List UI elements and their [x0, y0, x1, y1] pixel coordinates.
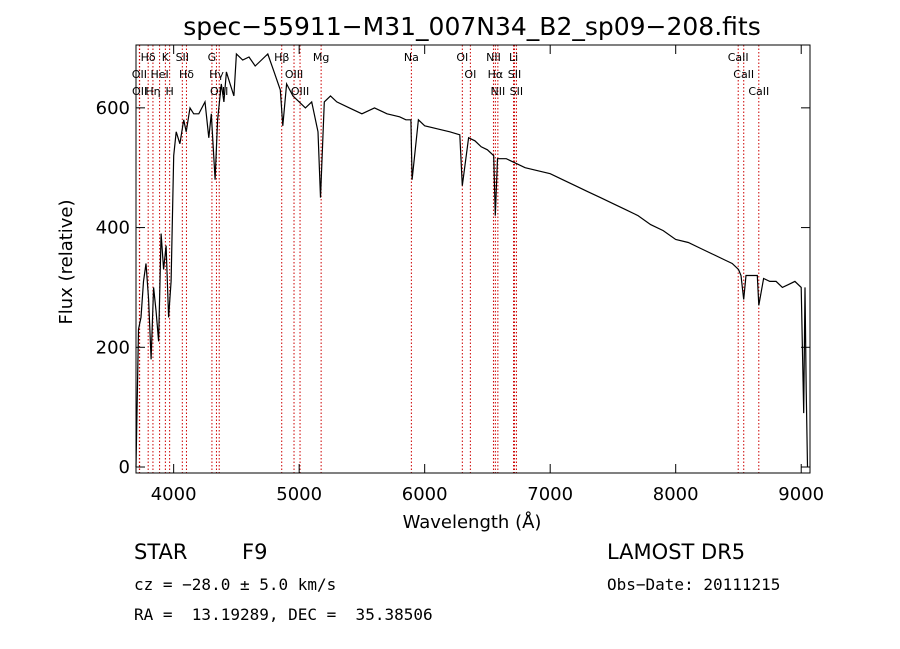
spectral-line-label: K [162, 51, 170, 64]
spectral-line-label: H [165, 85, 173, 98]
chart-title: spec−55911−M31_007N34_B2_sp09−208.fits [183, 12, 761, 41]
spectral-line-label: OIII [285, 68, 303, 81]
x-tick-label: 5000 [276, 484, 322, 505]
observation-date: Obs−Date: 20111215 [607, 575, 781, 594]
object-class: STAR [134, 540, 188, 564]
spectral-line-label: NII [490, 85, 505, 98]
spectral-line-label: Hβ [274, 51, 289, 64]
y-tick-label: 200 [96, 337, 130, 358]
spectral-line-label: Hδ [179, 68, 194, 81]
spectral-line-label: CaII [733, 68, 754, 81]
spectral-line-label: CaII [748, 85, 769, 98]
spectral-line-label: Hη [145, 85, 160, 98]
spectral-line-label: Hδ [141, 51, 156, 64]
y-tick-label: 400 [96, 218, 130, 239]
spectral-line-label: HeI [150, 68, 168, 81]
y-axis-label: Flux (relative) [56, 199, 77, 324]
spectral-line-label: Li [509, 51, 518, 64]
plot-frame [135, 44, 811, 474]
spectral-line-label: CaII [728, 51, 749, 64]
spectral-line-label: OI [464, 68, 476, 81]
spectral-line-label: OI [456, 51, 468, 64]
object-subclass: F9 [242, 540, 268, 564]
spectral-line-label: OIII [210, 85, 228, 98]
x-tick-label: 8000 [653, 484, 699, 505]
y-tick-label: 0 [119, 457, 130, 478]
x-axis-label: Wavelength (Å) [403, 511, 542, 533]
spectral-line-label: Na [404, 51, 419, 64]
x-axis-ticks: 4000 5000 6000 7000 8000 9000 [151, 45, 824, 505]
spectral-line-label: NII [486, 51, 501, 64]
x-tick-label: 6000 [402, 484, 448, 505]
spectral-line-markers [138, 45, 760, 473]
spectral-line-label: OIII [291, 85, 309, 98]
spectral-line-label: Mg [313, 51, 329, 64]
spectral-line-label: G [208, 51, 217, 64]
sky-coordinates: RA = 13.19289, DEC = 35.38506 [134, 605, 433, 624]
x-tick-label: 9000 [778, 484, 824, 505]
x-tick-label: 4000 [151, 484, 197, 505]
spectral-line-label: SII [510, 85, 523, 98]
spectral-line-label: Hγ [209, 68, 224, 81]
spectral-line-label: Hα [488, 68, 504, 81]
spectral-line-label: SII [508, 68, 521, 81]
x-tick-label: 7000 [527, 484, 573, 505]
survey-name: LAMOST DR5 [607, 540, 746, 564]
spectral-line-label: SII [176, 51, 189, 64]
y-tick-label: 600 [96, 98, 130, 119]
spectrum-line [135, 52, 809, 468]
redshift-cz: cz = −28.0 ± 5.0 km/s [134, 575, 337, 594]
y-axis-ticks: 0 200 400 600 [96, 98, 810, 478]
spectral-line-label: OII [132, 68, 147, 81]
